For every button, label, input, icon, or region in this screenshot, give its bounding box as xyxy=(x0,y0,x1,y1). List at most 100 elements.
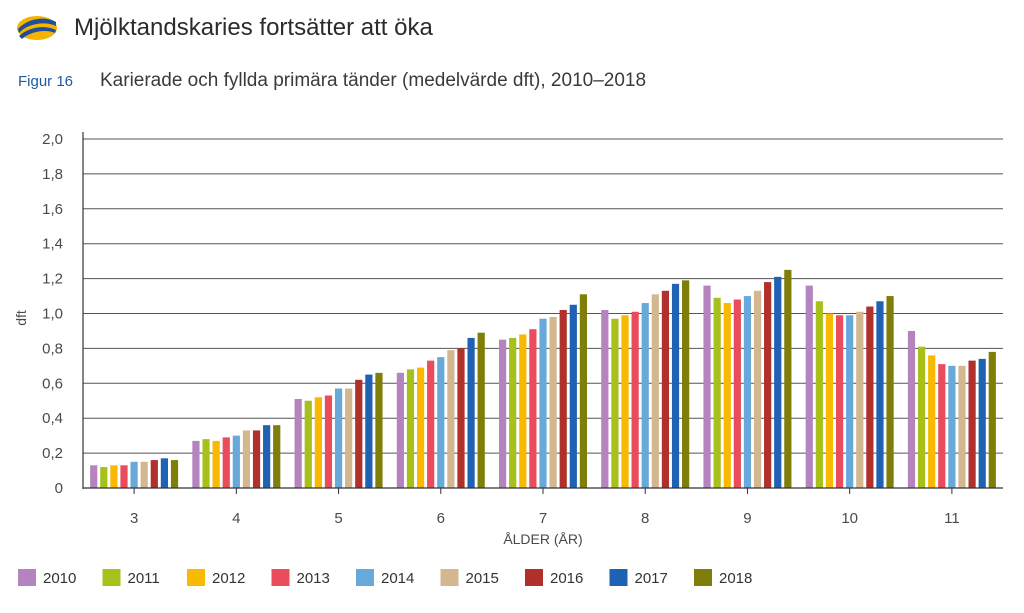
bar-2016-age-11 xyxy=(968,360,976,488)
legend-swatch-2012 xyxy=(187,569,205,586)
bar-2017-age-10 xyxy=(876,301,884,488)
bar-2015-age-8 xyxy=(651,294,659,488)
bar-2017-age-11 xyxy=(978,358,986,488)
bar-2015-age-11 xyxy=(958,365,966,488)
bar-2012-age-6 xyxy=(416,367,425,488)
legend-label-2010: 2010 xyxy=(43,570,76,587)
legend-label-2015: 2015 xyxy=(466,570,499,587)
bar-2011-age-7 xyxy=(509,337,517,488)
bar-2013-age-3 xyxy=(120,465,128,488)
bar-2013-age-8 xyxy=(631,311,639,488)
bar-2014-age-9 xyxy=(743,296,752,488)
bar-2011-age-4 xyxy=(202,439,210,488)
x-tick-label: 8 xyxy=(641,510,649,527)
bar-2013-age-7 xyxy=(529,329,537,488)
bar-2018-age-9 xyxy=(784,269,792,488)
bar-2013-age-5 xyxy=(324,395,333,488)
bar-2016-age-9 xyxy=(764,282,772,488)
bar-2014-age-8 xyxy=(641,303,649,488)
x-tick-label: 10 xyxy=(841,510,858,527)
bar-2012-age-3 xyxy=(110,465,118,488)
legend-label-2013: 2013 xyxy=(297,570,330,587)
y-tick-label: 2,0 xyxy=(42,131,63,148)
y-tick-label: 1,4 xyxy=(42,236,63,253)
y-tick-label: 0,4 xyxy=(42,410,63,427)
y-tick-labels: 0 0,2 0,4 0,6 0,8 1,0 1,2 1,4 1,6 1,8 2,0 xyxy=(42,131,63,497)
legend: 2010 2011 2012 2013 2014 2015 2016 2017 2018 xyxy=(18,569,752,587)
legend-label-2011: 2011 xyxy=(128,570,160,587)
legend-label-2017: 2017 xyxy=(635,570,668,587)
bar-2016-age-5 xyxy=(355,379,363,488)
y-tick-label: 1,8 xyxy=(42,166,63,183)
bar-2014-age-6 xyxy=(437,357,445,488)
bar-2017-age-8 xyxy=(671,283,680,488)
bar-2015-age-5 xyxy=(345,388,353,488)
bar-2016-age-8 xyxy=(661,290,670,488)
bar-2013-age-9 xyxy=(733,299,741,488)
x-tick-label: 5 xyxy=(334,510,342,527)
legend-swatch-2014 xyxy=(356,569,374,586)
y-axis-title: dft xyxy=(13,310,29,326)
y-tick-label: 0,2 xyxy=(42,445,63,462)
bar-2017-age-7 xyxy=(569,304,577,488)
bar-2016-age-7 xyxy=(559,310,567,488)
bar-2013-age-10 xyxy=(835,315,844,488)
figure-caption: Karierade och fyllda primära tänder (med… xyxy=(100,70,647,91)
bar-2015-age-9 xyxy=(753,290,762,488)
bar-2018-age-10 xyxy=(886,296,894,488)
legend-swatch-2013 xyxy=(271,569,290,586)
bar-2015-age-6 xyxy=(447,350,455,488)
bar-2014-age-4 xyxy=(232,435,240,488)
y-tick-label: 0 xyxy=(55,480,63,497)
bar-2018-age-3 xyxy=(170,460,179,488)
bar-2012-age-7 xyxy=(519,334,527,488)
bar-2012-age-10 xyxy=(825,313,834,488)
bar-2016-age-6 xyxy=(457,348,465,488)
bar-2018-age-4 xyxy=(273,425,281,488)
bar-2014-age-11 xyxy=(948,365,956,488)
y-tick-label: 0,8 xyxy=(42,340,63,357)
bar-2015-age-3 xyxy=(140,461,148,488)
bar-2012-age-9 xyxy=(723,303,731,488)
bar-2010-age-9 xyxy=(703,285,711,488)
figure-heading: Figur 16 Karierade och fyllda primära tä… xyxy=(18,70,646,92)
bar-2011-age-3 xyxy=(100,467,108,488)
bar-2013-age-6 xyxy=(427,360,435,488)
x-tick-label: 6 xyxy=(437,510,445,527)
figure-number: Figur 16 xyxy=(18,73,74,90)
bar-2014-age-7 xyxy=(539,318,547,488)
bar-2018-age-6 xyxy=(477,332,485,488)
bar-2015-age-7 xyxy=(549,316,557,488)
bar-2010-age-8 xyxy=(601,310,609,488)
y-tick-label: 0,6 xyxy=(42,375,63,392)
bar-2010-age-10 xyxy=(805,285,813,488)
x-tick-label: 11 xyxy=(944,510,960,527)
bar-2018-age-7 xyxy=(579,294,587,488)
bar-2017-age-6 xyxy=(467,337,475,488)
x-tick-label: 7 xyxy=(539,510,547,527)
bar-2018-age-5 xyxy=(375,372,383,488)
bar-2010-age-3 xyxy=(90,465,98,488)
legend-label-2016: 2016 xyxy=(550,570,583,587)
page-header: Mjölktandskaries fortsätter att öka xyxy=(16,8,433,48)
bar-2011-age-5 xyxy=(304,400,312,488)
x-axis-title: ÅLDER (ÅR) xyxy=(503,531,582,547)
bar-2010-age-4 xyxy=(192,440,200,488)
bar-2016-age-3 xyxy=(150,460,158,488)
bar-2016-age-4 xyxy=(252,430,261,488)
y-tick-label: 1,2 xyxy=(42,271,63,288)
bar-2014-age-10 xyxy=(846,315,854,488)
bar-2011-age-6 xyxy=(406,369,415,488)
legend-swatch-2018 xyxy=(694,569,712,586)
page-title: Mjölktandskaries fortsätter att öka xyxy=(74,14,433,41)
bar-2014-age-3 xyxy=(130,461,138,488)
legend-swatch-2010 xyxy=(18,569,36,586)
bar-2018-age-8 xyxy=(682,280,690,488)
x-tick-label: 9 xyxy=(743,510,751,527)
bar-2010-age-6 xyxy=(396,372,404,488)
legend-swatch-2016 xyxy=(525,569,543,586)
bar-2017-age-4 xyxy=(263,425,271,488)
bar-2011-age-9 xyxy=(713,297,721,488)
bar-2011-age-10 xyxy=(815,301,823,488)
bar-2014-age-5 xyxy=(334,388,343,488)
